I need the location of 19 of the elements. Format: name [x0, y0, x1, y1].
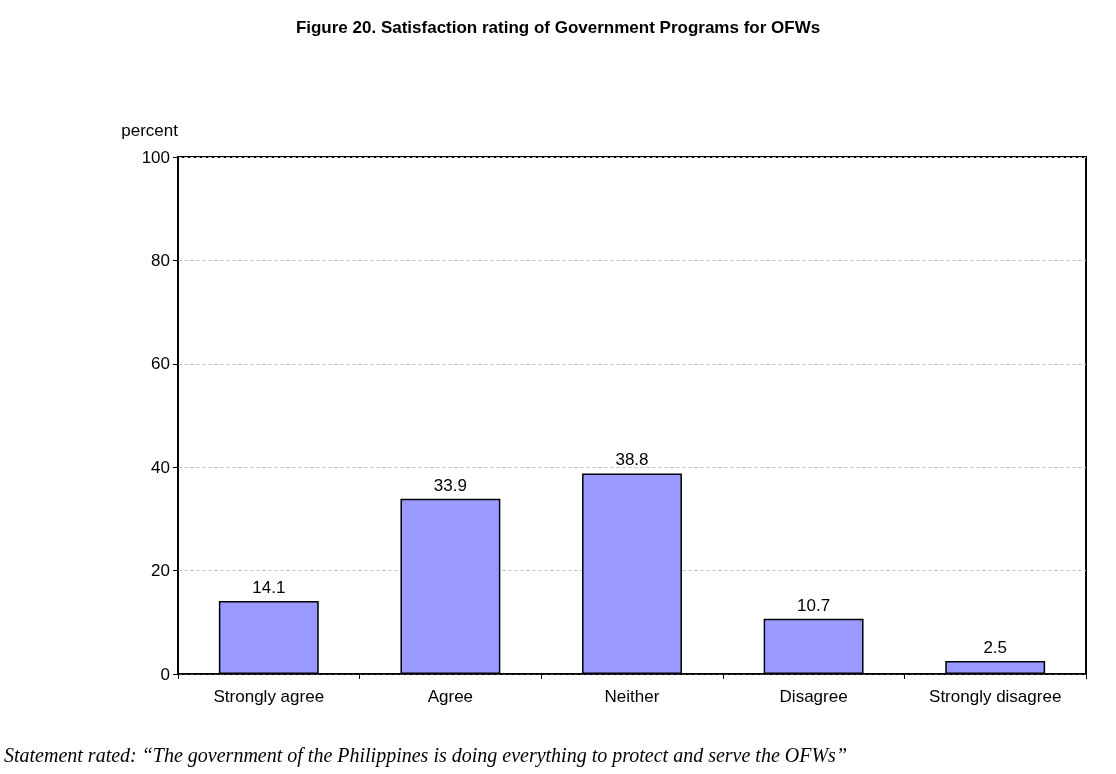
y-tick-label: 60 [151, 354, 170, 374]
data-label: 10.7 [797, 595, 831, 615]
y-tick-label: 100 [141, 147, 170, 167]
x-tick-label: Strongly disagree [929, 687, 1062, 706]
text: Statement rated: “The government of the Philippines is doing everything to protect and serve the OFWs” [4, 744, 847, 767]
y-axis-title: percent [121, 121, 179, 140]
data-label: 38.8 [615, 450, 649, 470]
data-label: 14.1 [252, 578, 286, 598]
chart-title: Figure 20. Satisfaction rating of Government Programs for OFWs [295, 18, 821, 37]
y-tick-label: 0 [160, 664, 170, 684]
x-tick-label: Neither [604, 687, 660, 706]
x-tick-label: Strongly agree [213, 687, 325, 706]
y-tick-label: 40 [151, 457, 170, 477]
y-tick-label: 80 [151, 250, 170, 270]
y-tick-label: 20 [151, 561, 170, 581]
x-tick-label: Disagree [779, 687, 848, 706]
data-label: 33.9 [433, 475, 467, 495]
x-tick-label: Agree [427, 687, 474, 706]
data-label: 2.5 [983, 638, 1008, 658]
